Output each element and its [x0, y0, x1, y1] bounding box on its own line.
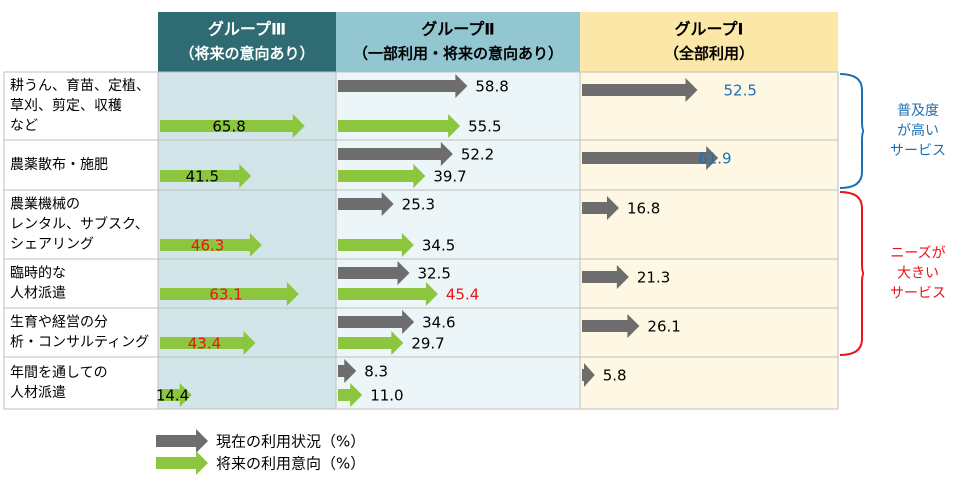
group-header-subtitle-g3: （将来の意向あり） — [179, 45, 314, 63]
annotation-text: が高い — [897, 122, 939, 139]
data-label-current-g1: 26.1 — [647, 318, 680, 336]
data-label-current-g1: 21.3 — [637, 269, 670, 287]
bar-future-g2 — [338, 282, 438, 306]
data-label-future-g2: 55.5 — [468, 118, 501, 136]
annotation-text: ニーズが — [890, 246, 945, 262]
data-label-current-g2: 52.2 — [461, 146, 494, 164]
data-label-future-g2: 11.0 — [370, 387, 403, 405]
bar-future-g3 — [160, 164, 252, 188]
bar-current-g1 — [582, 265, 629, 289]
bar-current-g2 — [338, 261, 410, 285]
bar-future-g3 — [160, 383, 192, 407]
bar-future-g2 — [338, 383, 363, 407]
row-label: 人材派遣 — [10, 286, 66, 302]
legend-swatch-future — [156, 451, 208, 475]
bar-future-g3 — [160, 114, 305, 138]
data-label-current-g2: 34.6 — [422, 314, 455, 332]
bar-current-g1 — [582, 146, 719, 170]
bar-future-g3 — [160, 331, 256, 355]
data-label-future-g3: 14.4 — [156, 387, 189, 405]
bar-current-g2 — [338, 142, 453, 166]
bar-future-g2 — [338, 233, 414, 257]
data-label-current-g2: 25.3 — [402, 196, 435, 214]
bar-current-g1 — [582, 363, 595, 387]
data-label-current-g1: 61.9 — [698, 150, 731, 168]
bar-current-g2 — [338, 74, 468, 98]
data-label-future-g3: 43.4 — [188, 335, 221, 353]
row-label: 農業機械の — [10, 197, 80, 213]
row-label: 人材派遣 — [10, 385, 66, 401]
bar-current-g2 — [338, 310, 415, 334]
bar-current-g2 — [338, 359, 357, 383]
annotation-text: 大きい — [897, 266, 939, 282]
group-header-title-g1: グループⅠ — [675, 20, 744, 39]
bar-future-g3 — [160, 233, 262, 257]
bar-current-g2 — [338, 192, 394, 216]
legend-label-current: 現在の利用状況（%） — [216, 433, 365, 451]
group-header-subtitle-g2: （一部利用・将来の意向あり） — [353, 45, 563, 63]
annotation-text: サービス — [890, 286, 946, 302]
data-label-future-g3: 63.1 — [209, 286, 242, 304]
data-label-current-g2: 58.8 — [475, 78, 508, 96]
legend-label-future: 将来の利用意向（%） — [216, 455, 365, 473]
data-label-current-g1: 5.8 — [603, 367, 627, 385]
row-label: 生育や経営の分 — [10, 315, 108, 331]
annotation-bracket — [839, 73, 865, 189]
data-label-current-g2: 8.3 — [364, 363, 388, 381]
data-label-future-g3: 41.5 — [186, 168, 219, 186]
data-label-future-g3: 46.3 — [191, 237, 224, 255]
data-label-future-g2: 45.4 — [446, 286, 479, 304]
data-label-current-g1: 52.5 — [724, 82, 757, 100]
group-body-g1 — [580, 72, 838, 409]
data-label-future-g2: 39.7 — [433, 168, 466, 186]
row-label: シェアリング — [10, 237, 94, 253]
data-label-current-g2: 32.5 — [418, 265, 451, 283]
row-label: 農薬散布・施肥 — [10, 157, 108, 173]
group-header-g2 — [336, 12, 580, 72]
row-label: 臨時的な — [10, 266, 66, 282]
row-label: など — [10, 118, 38, 134]
annotation-text: 普及度 — [897, 103, 939, 119]
legend-swatch-current — [156, 429, 208, 453]
bar-current-g1 — [582, 196, 619, 220]
group-header-g3 — [158, 12, 336, 72]
bar-current-g1 — [582, 78, 698, 102]
row-label: レンタル、サブスク、 — [10, 216, 149, 233]
bar-future-g2 — [338, 114, 461, 138]
bar-future-g3 — [160, 282, 299, 306]
data-label-current-g1: 16.8 — [627, 200, 660, 218]
annotation-bracket — [839, 191, 865, 356]
group-header-title-g3: グループⅢ — [208, 20, 286, 39]
group-header-subtitle-g1: （全部利用） — [664, 45, 754, 63]
bar-current-g1 — [582, 314, 640, 338]
row-label: 析・コンサルティング — [10, 335, 149, 351]
table-border — [3, 71, 839, 410]
data-label-future-g3: 65.8 — [212, 118, 245, 136]
bar-future-g2 — [338, 331, 404, 355]
group-header-title-g2: グループⅡ — [421, 20, 495, 39]
row-label: 耕うん、育苗、定植、 — [10, 77, 150, 94]
data-label-future-g2: 34.5 — [422, 237, 455, 255]
annotation-text: サービス — [890, 143, 946, 159]
bar-future-g2 — [338, 164, 426, 188]
group-header-g1 — [580, 12, 838, 72]
data-label-future-g2: 29.7 — [411, 335, 444, 353]
row-label: 年間を通しての — [10, 365, 108, 381]
row-label: 草刈、剪定、収穫 — [10, 98, 122, 114]
